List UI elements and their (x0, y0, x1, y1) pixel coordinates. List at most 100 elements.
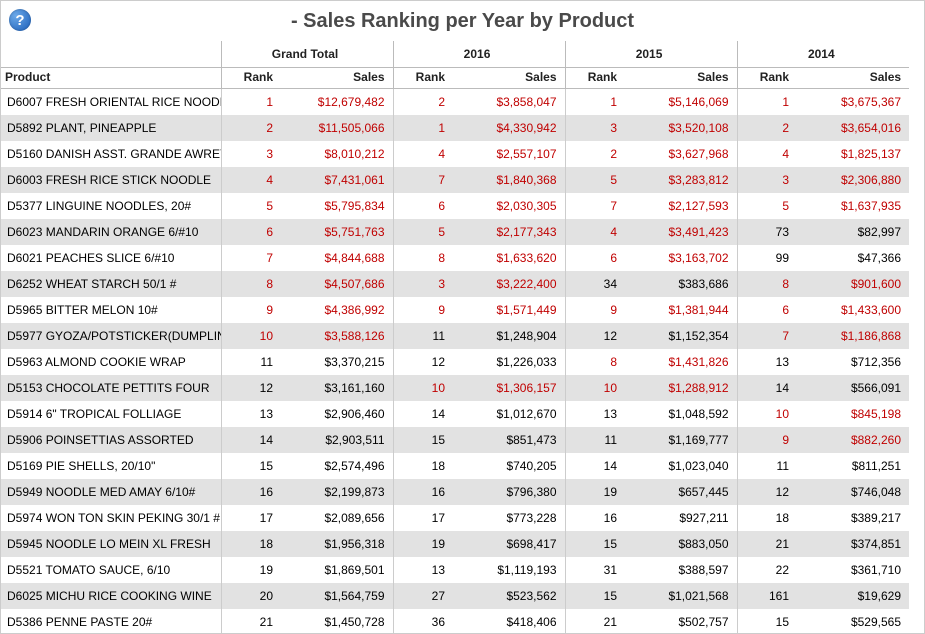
col-group-2016[interactable]: 2016 (393, 41, 565, 68)
cell-sales: $383,686 (625, 271, 737, 297)
table-row[interactable]: D5914 6" TROPICAL FOLLIAGE13$2,906,46014… (1, 401, 909, 427)
table-row[interactable]: D5974 WON TON SKIN PEKING 30/1 #17$2,089… (1, 505, 909, 531)
table-scroll[interactable]: D6007 FRESH ORIENTAL RICE NOODLE1$12,679… (1, 89, 924, 633)
help-icon[interactable]: ? (9, 9, 31, 31)
cell-sales: $2,089,656 (281, 505, 393, 531)
cell-rank: 9 (737, 427, 797, 453)
cell-sales: $3,675,367 (797, 89, 909, 115)
cell-rank: 19 (565, 479, 625, 505)
cell-sales: $1,226,033 (453, 349, 565, 375)
cell-rank: 6 (737, 297, 797, 323)
cell-rank: 31 (565, 557, 625, 583)
cell-sales: $1,021,568 (625, 583, 737, 609)
table-row[interactable]: D5169 PIE SHELLS, 20/10"15$2,574,49618$7… (1, 453, 909, 479)
cell-rank: 2 (221, 115, 281, 141)
col-15-sales[interactable]: Sales (625, 68, 737, 89)
cell-sales: $19,629 (797, 583, 909, 609)
cell-sales: $773,228 (453, 505, 565, 531)
cell-product: D6025 MICHU RICE COOKING WINE (1, 583, 221, 609)
col-product[interactable]: Product (1, 68, 221, 89)
cell-rank: 2 (565, 141, 625, 167)
cell-sales: $1,023,040 (625, 453, 737, 479)
cell-sales: $1,152,354 (625, 323, 737, 349)
cell-rank: 1 (393, 115, 453, 141)
cell-product: D5945 NOODLE LO MEIN XL FRESH (1, 531, 221, 557)
table-row[interactable]: D6021 PEACHES SLICE 6/#107$4,844,6888$1,… (1, 245, 909, 271)
ranking-table-head: Grand Total 2016 2015 2014 Product Rank … (1, 41, 909, 89)
table-row[interactable]: D6025 MICHU RICE COOKING WINE20$1,564,75… (1, 583, 909, 609)
col-16-sales[interactable]: Sales (453, 68, 565, 89)
cell-sales: $389,217 (797, 505, 909, 531)
cell-rank: 9 (393, 297, 453, 323)
cell-rank: 13 (393, 557, 453, 583)
table-row[interactable]: D5963 ALMOND COOKIE WRAP11$3,370,21512$1… (1, 349, 909, 375)
col-group-grand-total[interactable]: Grand Total (221, 41, 393, 68)
col-group-blank (1, 41, 221, 68)
cell-sales: $5,146,069 (625, 89, 737, 115)
cell-rank: 1 (737, 89, 797, 115)
cell-sales: $1,433,600 (797, 297, 909, 323)
cell-rank: 27 (393, 583, 453, 609)
cell-sales: $5,795,834 (281, 193, 393, 219)
cell-sales: $3,491,423 (625, 219, 737, 245)
cell-rank: 11 (393, 323, 453, 349)
table-row[interactable]: D5153 CHOCOLATE PETTITS FOUR12$3,161,160… (1, 375, 909, 401)
col-16-rank[interactable]: Rank (393, 68, 453, 89)
cell-rank: 17 (393, 505, 453, 531)
cell-rank: 2 (737, 115, 797, 141)
table-row[interactable]: D6003 FRESH RICE STICK NOODLE4$7,431,061… (1, 167, 909, 193)
cell-rank: 5 (393, 219, 453, 245)
table-row[interactable]: D5949 NOODLE MED AMAY 6/10#16$2,199,8731… (1, 479, 909, 505)
table-row[interactable]: D6252 WHEAT STARCH 50/1 #8$4,507,6863$3,… (1, 271, 909, 297)
table-row[interactable]: D6023 MANDARIN ORANGE 6/#106$5,751,7635$… (1, 219, 909, 245)
cell-rank: 22 (737, 557, 797, 583)
cell-sales: $712,356 (797, 349, 909, 375)
table-row[interactable]: D5965 BITTER MELON 10#9$4,386,9929$1,571… (1, 297, 909, 323)
cell-sales: $388,597 (625, 557, 737, 583)
table-row[interactable]: D5521 TOMATO SAUCE, 6/1019$1,869,50113$1… (1, 557, 909, 583)
report-page: ? - Sales Ranking per Year by Product Gr… (0, 0, 925, 634)
col-gt-sales[interactable]: Sales (281, 68, 393, 89)
cell-rank: 8 (737, 271, 797, 297)
col-14-rank[interactable]: Rank (737, 68, 797, 89)
cell-sales: $4,330,942 (453, 115, 565, 141)
cell-sales: $4,844,688 (281, 245, 393, 271)
table-row[interactable]: D5906 POINSETTIAS ASSORTED14$2,903,51115… (1, 427, 909, 453)
table-row[interactable]: D5977 GYOZA/POTSTICKER(DUMPLING)10$3,588… (1, 323, 909, 349)
table-row[interactable]: D5386 PENNE PASTE 20#21$1,450,72836$418,… (1, 609, 909, 633)
cell-sales: $2,906,460 (281, 401, 393, 427)
cell-rank: 11 (737, 453, 797, 479)
cell-rank: 8 (393, 245, 453, 271)
table-row[interactable]: D6007 FRESH ORIENTAL RICE NOODLE1$12,679… (1, 89, 909, 115)
cell-sales: $3,370,215 (281, 349, 393, 375)
cell-rank: 8 (565, 349, 625, 375)
table-region: Grand Total 2016 2015 2014 Product Rank … (1, 41, 924, 633)
cell-rank: 5 (221, 193, 281, 219)
cell-rank: 18 (393, 453, 453, 479)
cell-rank: 8 (221, 271, 281, 297)
cell-sales: $851,473 (453, 427, 565, 453)
col-gt-rank[interactable]: Rank (221, 68, 281, 89)
col-group-2015[interactable]: 2015 (565, 41, 737, 68)
cell-sales: $1,012,670 (453, 401, 565, 427)
cell-rank: 34 (565, 271, 625, 297)
cell-sales: $2,574,496 (281, 453, 393, 479)
cell-product: D5169 PIE SHELLS, 20/10" (1, 453, 221, 479)
table-row[interactable]: D5892 PLANT, PINEAPPLE2$11,505,0661$4,33… (1, 115, 909, 141)
cell-sales: $2,199,873 (281, 479, 393, 505)
cell-sales: $2,306,880 (797, 167, 909, 193)
table-row[interactable]: D5160 DANISH ASST. GRANDE AWREYS3$8,010,… (1, 141, 909, 167)
cell-rank: 11 (221, 349, 281, 375)
cell-rank: 4 (737, 141, 797, 167)
cell-sales: $374,851 (797, 531, 909, 557)
col-group-2014[interactable]: 2014 (737, 41, 909, 68)
table-row[interactable]: D5377 LINGUINE NOODLES, 20#5$5,795,8346$… (1, 193, 909, 219)
table-row[interactable]: D5945 NOODLE LO MEIN XL FRESH18$1,956,31… (1, 531, 909, 557)
cell-rank: 99 (737, 245, 797, 271)
col-14-sales[interactable]: Sales (797, 68, 909, 89)
cell-product: D5977 GYOZA/POTSTICKER(DUMPLING) (1, 323, 221, 349)
col-15-rank[interactable]: Rank (565, 68, 625, 89)
cell-rank: 161 (737, 583, 797, 609)
cell-rank: 4 (221, 167, 281, 193)
cell-sales: $11,505,066 (281, 115, 393, 141)
